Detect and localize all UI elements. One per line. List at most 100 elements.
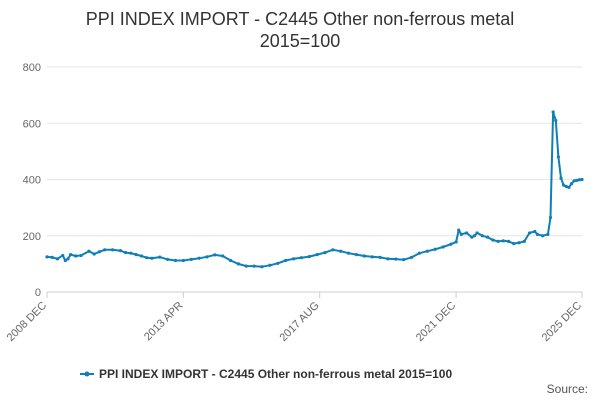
data-point[interactable] — [315, 252, 319, 257]
data-point[interactable] — [110, 248, 115, 252]
data-point[interactable] — [87, 249, 91, 253]
data-point[interactable] — [496, 239, 500, 243]
data-point[interactable] — [197, 256, 201, 260]
data-point[interactable] — [323, 251, 327, 255]
data-point[interactable] — [134, 252, 138, 257]
data-point[interactable] — [260, 265, 264, 269]
series-line-0 — [46, 111, 583, 268]
data-point[interactable] — [485, 235, 490, 239]
data-point[interactable] — [276, 261, 280, 265]
data-point[interactable] — [213, 253, 217, 257]
data-point[interactable] — [370, 255, 374, 259]
data-point[interactable] — [103, 248, 107, 252]
data-point[interactable] — [124, 251, 128, 255]
x-tick-label-1: 2013 APR — [142, 300, 186, 344]
data-point[interactable] — [522, 239, 526, 243]
data-point[interactable] — [449, 242, 453, 246]
data-point[interactable] — [464, 231, 469, 235]
data-point[interactable] — [228, 258, 233, 263]
data-point[interactable] — [129, 251, 133, 255]
data-point[interactable] — [575, 178, 579, 182]
data-point[interactable] — [284, 258, 288, 263]
data-point[interactable] — [291, 257, 296, 261]
data-point[interactable] — [554, 118, 558, 123]
data-point[interactable] — [567, 185, 571, 189]
data-point[interactable] — [362, 254, 366, 258]
data-point[interactable] — [69, 252, 73, 257]
data-point[interactable] — [181, 258, 185, 263]
data-point[interactable] — [533, 229, 537, 234]
data-point[interactable] — [548, 215, 553, 220]
data-point[interactable] — [417, 251, 421, 255]
data-point[interactable] — [441, 245, 445, 249]
data-point[interactable] — [299, 256, 303, 260]
data-point[interactable] — [61, 253, 65, 258]
chart-title-line-2: 2015=100 — [260, 31, 341, 51]
data-point[interactable] — [45, 255, 49, 259]
data-point[interactable] — [394, 257, 398, 261]
y-tick-label-600: 600 — [23, 118, 41, 130]
data-point[interactable] — [551, 110, 555, 114]
data-point[interactable] — [491, 238, 495, 242]
data-point[interactable] — [480, 234, 484, 238]
data-point[interactable] — [564, 184, 568, 189]
legend[interactable]: PPI INDEX IMPORT - C2445 Other non-ferro… — [80, 367, 452, 381]
data-point[interactable] — [470, 235, 474, 239]
data-point[interactable] — [236, 262, 241, 266]
data-point[interactable] — [139, 254, 144, 258]
data-point[interactable] — [546, 232, 550, 236]
data-point[interactable] — [118, 249, 123, 253]
legend-series-label[interactable]: PPI INDEX IMPORT - C2445 Other non-ferro… — [99, 367, 452, 381]
data-point[interactable] — [158, 255, 162, 259]
data-point[interactable] — [501, 239, 505, 243]
data-point[interactable] — [50, 255, 54, 260]
data-point[interactable] — [559, 176, 563, 180]
data-point[interactable] — [74, 254, 78, 258]
data-point[interactable] — [506, 239, 511, 243]
data-point[interactable] — [150, 256, 154, 260]
data-point[interactable] — [454, 240, 458, 244]
data-point[interactable] — [459, 232, 463, 236]
data-point[interactable] — [378, 255, 382, 260]
data-point[interactable] — [472, 234, 477, 238]
data-point[interactable] — [386, 257, 390, 261]
data-point[interactable] — [66, 257, 70, 261]
data-point[interactable] — [562, 183, 566, 187]
data-point[interactable] — [433, 247, 437, 251]
data-point[interactable] — [331, 248, 335, 252]
data-point[interactable] — [512, 242, 516, 246]
data-point[interactable] — [425, 249, 429, 253]
data-point[interactable] — [166, 257, 170, 261]
data-point[interactable] — [92, 252, 96, 256]
data-point[interactable] — [339, 249, 343, 253]
data-point[interactable] — [97, 250, 102, 254]
data-point[interactable] — [475, 231, 479, 235]
data-point[interactable] — [221, 254, 225, 258]
data-point[interactable] — [541, 234, 545, 238]
data-point[interactable] — [173, 258, 178, 263]
data-point[interactable] — [252, 264, 256, 268]
data-point[interactable] — [409, 255, 414, 260]
data-point[interactable] — [354, 252, 359, 257]
data-point[interactable] — [55, 257, 60, 261]
data-point[interactable] — [63, 258, 67, 263]
data-point[interactable] — [569, 182, 574, 186]
data-point[interactable] — [268, 263, 272, 267]
data-point[interactable] — [402, 258, 406, 262]
data-point[interactable] — [205, 255, 209, 259]
data-point[interactable] — [307, 254, 311, 259]
data-point[interactable] — [244, 264, 248, 268]
data-point[interactable] — [145, 256, 149, 260]
data-point[interactable] — [457, 228, 461, 232]
data-point[interactable] — [580, 177, 584, 182]
data-point[interactable] — [346, 251, 351, 255]
data-point[interactable] — [556, 155, 560, 159]
data-point[interactable] — [577, 178, 581, 182]
data-point[interactable] — [79, 253, 83, 258]
data-point[interactable] — [527, 231, 532, 235]
data-point[interactable] — [517, 241, 521, 245]
data-point[interactable] — [572, 179, 576, 183]
data-point[interactable] — [535, 232, 540, 236]
data-point[interactable] — [189, 257, 193, 261]
